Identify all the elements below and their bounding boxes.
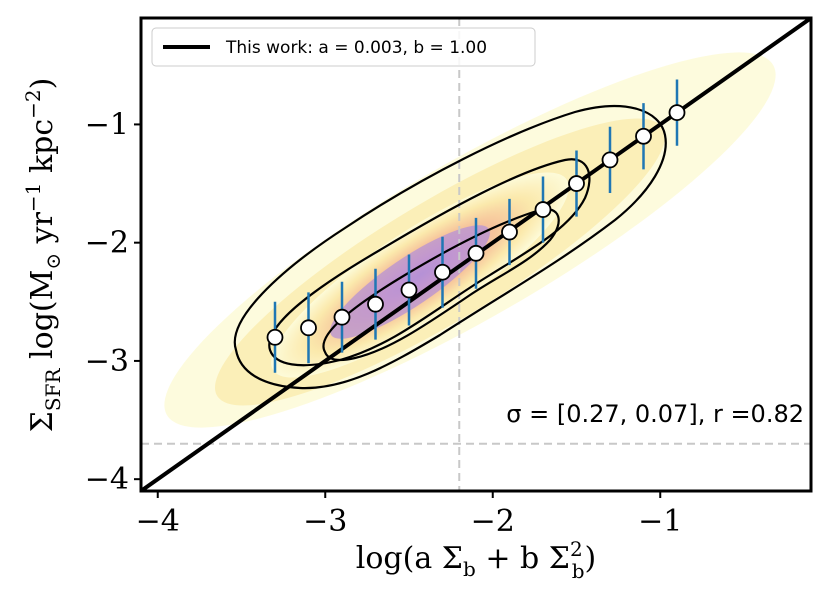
median-point <box>400 281 418 299</box>
y-axis-label: ΣSFR log(M⊙ yr−1 kpc−2) <box>21 78 65 433</box>
median-point <box>568 175 585 192</box>
legend-box <box>151 27 536 67</box>
y-tick-label: −3 <box>85 344 129 379</box>
x-axis-ticks: −4 −3 −2 −1 <box>136 491 682 539</box>
median-point <box>333 308 351 326</box>
contour-middle <box>268 158 591 367</box>
median-point <box>635 127 652 145</box>
y-tick-label: −2 <box>85 226 129 261</box>
median-point <box>434 263 451 281</box>
median-point <box>501 223 518 241</box>
median-point <box>300 319 317 337</box>
x-tick-label: −4 <box>136 504 180 539</box>
density-contours <box>233 104 667 390</box>
binned-medians <box>266 104 686 346</box>
contour-outer <box>233 104 667 390</box>
median-point <box>266 328 284 346</box>
stats-annotation: σ = [0.27, 0.07], r =0.82 <box>506 400 804 428</box>
x-tick-label: −3 <box>303 504 347 539</box>
y-tick-label: −1 <box>85 107 129 142</box>
legend-label: This work: a = 0.003, b = 1.00 <box>225 38 487 58</box>
x-tick-label: −2 <box>471 504 515 539</box>
median-point <box>601 151 619 169</box>
median-point <box>467 244 485 262</box>
median-point <box>668 104 686 121</box>
y-tick-label: −4 <box>85 462 129 497</box>
legend: This work: a = 0.003, b = 1.00 <box>151 27 536 67</box>
plot-area <box>141 18 811 491</box>
contour-inner <box>322 208 560 362</box>
median-point <box>367 295 384 313</box>
axes-frame <box>139 16 813 493</box>
x-axis-label: log(a Σb + b Σ2 b) <box>356 537 596 583</box>
median-point <box>534 201 552 218</box>
x-tick-label: −1 <box>638 504 682 539</box>
y-axis-ticks: −4 −3 −2 −1 <box>85 107 141 497</box>
